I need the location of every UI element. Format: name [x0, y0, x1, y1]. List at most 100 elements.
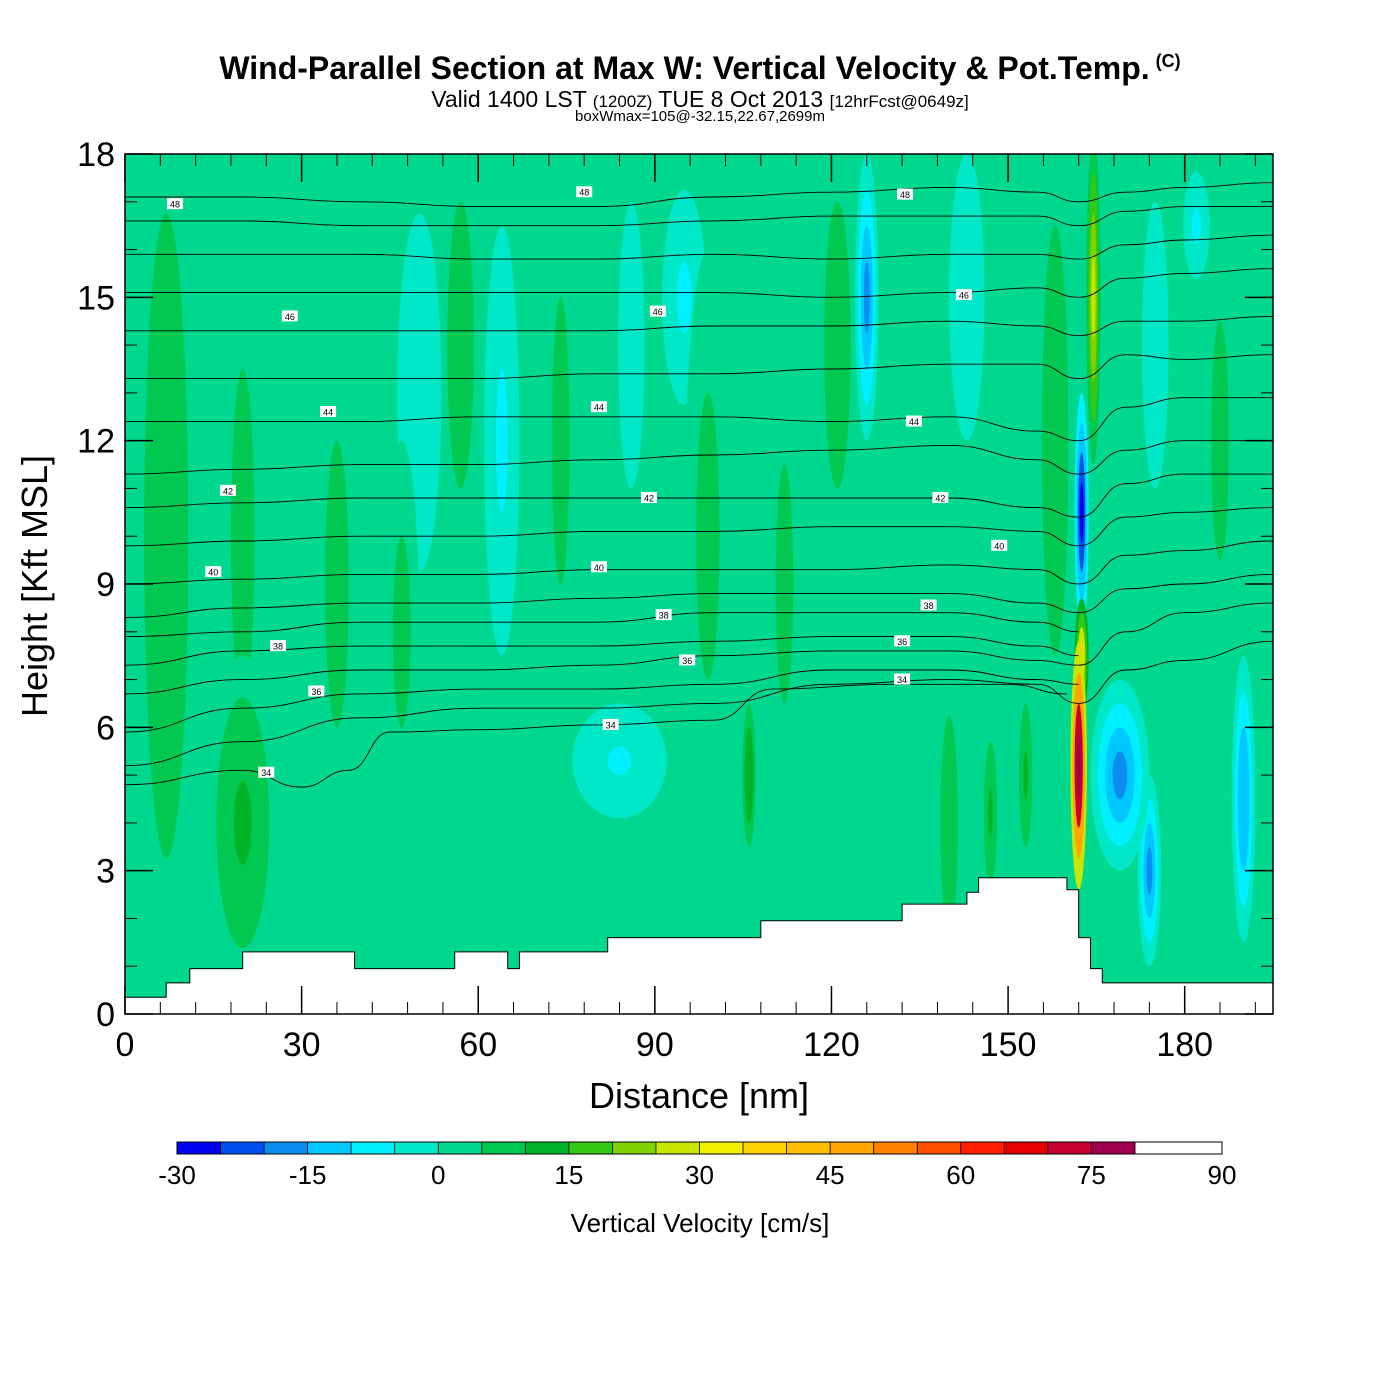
theta-label-text: 48	[900, 190, 910, 200]
colorbar-tick-label: -15	[289, 1160, 327, 1190]
w-feature-16-level-3	[456, 297, 465, 393]
theta-label-18: 36	[308, 685, 325, 697]
theta-label-10: 42	[640, 492, 657, 504]
x-tick-label: 0	[116, 1026, 135, 1064]
theta-contour-40-7	[125, 564, 1079, 585]
theta-label-text: 38	[273, 642, 283, 652]
theta-label-text: 40	[208, 568, 218, 578]
x-tick-label: 90	[636, 1026, 674, 1064]
colorbar-tick-label: 15	[554, 1160, 583, 1190]
theta-label-15: 38	[270, 640, 287, 652]
theta-label-text: 48	[579, 188, 589, 198]
x-tick-label: 30	[283, 1026, 321, 1064]
x-tick-label: 60	[459, 1026, 497, 1064]
terrain-mask	[125, 877, 1273, 1014]
theta-label-19: 36	[679, 654, 696, 666]
theta-label-bg	[905, 415, 922, 427]
theta-label-bg	[590, 561, 607, 573]
theta-label-12: 40	[205, 566, 222, 578]
theta-label-17: 38	[920, 599, 937, 611]
colorbar-swatch	[1091, 1142, 1136, 1154]
colorbar-swatch	[917, 1142, 962, 1154]
w-feature-1-level-3	[626, 297, 636, 393]
theta-contour-east-3	[1078, 540, 1273, 585]
theta-label-text: 36	[311, 687, 321, 697]
theta-label-3: 46	[281, 310, 298, 322]
theta-label-4: 46	[649, 305, 666, 317]
theta-contour-east-11	[1078, 234, 1273, 260]
w-feature-21-level-3	[988, 789, 993, 838]
theta-label-bg	[897, 188, 914, 200]
w-feature-19-level-3	[946, 787, 953, 859]
colorbar-swatch	[525, 1142, 570, 1154]
copyright-mark: (C)	[1155, 51, 1181, 72]
chart-title: Wind-Parallel Section at Max W: Vertical…	[0, 50, 1400, 87]
w-feature-23-level-3	[746, 751, 752, 799]
x-axis: 0 30 60 90 120 150 180	[116, 154, 1256, 1064]
colorbar-tick-label: 60	[946, 1160, 975, 1190]
colorbar: -30 -15 0 15 30 45 60 75 90	[158, 1141, 1237, 1190]
theta-label-22: 34	[602, 718, 619, 730]
theta-contour-36-2	[125, 669, 1079, 733]
w-feature-4-level-3	[331, 512, 343, 656]
theta-label-text: 44	[323, 408, 333, 418]
colorbar-swatch	[1047, 1142, 1092, 1154]
theta-label-21: 34	[258, 766, 275, 778]
colorbar-title: Vertical Velocity [cm/s]	[571, 1208, 830, 1238]
theta-label-text: 40	[994, 541, 1004, 551]
theta-label-text: 40	[594, 563, 604, 573]
w-feature-20-level-3	[233, 781, 252, 865]
w-feature-6-level-3	[556, 369, 566, 513]
x-tick-label: 150	[980, 1026, 1037, 1064]
theta-label-text: 44	[594, 403, 604, 413]
y-tick-label: 0	[96, 996, 115, 1034]
colorbar-swatch	[177, 1142, 222, 1154]
vertical-velocity-field	[136, 154, 1256, 991]
w-feature-18-level-3	[1050, 369, 1060, 513]
colorbar-swatch	[786, 1142, 831, 1154]
theta-label-bg	[991, 539, 1008, 551]
theta-label-bg	[894, 635, 911, 647]
theta-label-bg	[308, 685, 325, 697]
theta-label-23: 34	[894, 673, 911, 685]
colorbar-tick-label: 90	[1208, 1160, 1237, 1190]
chart-subtitle: Valid 1400 LST (1200Z) TUE 8 Oct 2013 [1…	[0, 86, 1400, 113]
theta-label-1: 48	[576, 186, 593, 198]
theta-label-text: 34	[897, 675, 907, 685]
valid-prefix: Valid 1400 LST	[431, 86, 587, 112]
colorbar-swatch	[568, 1142, 613, 1154]
theta-contour-46-13	[125, 320, 1079, 337]
valid-z: (1200Z)	[592, 92, 653, 111]
theta-label-16: 38	[655, 609, 672, 621]
theta-contour-labels: 48 48 48 46 46 46 44 44 44 42 42 42 40 40 40 38 38 38 36 36…	[167, 186, 1008, 778]
theta-label-7: 44	[590, 401, 607, 413]
w-feature-7-level-3	[676, 261, 692, 334]
theta-label-bg	[590, 401, 607, 413]
theta-label-11: 42	[932, 492, 949, 504]
colorbar-swatch	[438, 1142, 483, 1154]
theta-label-bg	[602, 718, 619, 730]
theta-contour-44-12	[125, 363, 1079, 380]
theta-label-6: 44	[320, 406, 337, 418]
theta-contour-44-11	[125, 416, 1079, 442]
theta-label-bg	[270, 640, 287, 652]
theta-label-text: 46	[285, 312, 295, 322]
theta-contour-east-10	[1078, 268, 1273, 298]
x-axis-title: Distance [nm]	[589, 1075, 809, 1116]
w-feature-5-level-3	[495, 369, 508, 513]
y-tick-label: 18	[77, 136, 115, 174]
w-feature-22-level-3	[1023, 751, 1028, 799]
theta-label-13: 40	[590, 561, 607, 573]
theta-contour-38-6	[125, 593, 1079, 618]
theta-label-bg	[220, 484, 237, 496]
theta-label-text: 38	[659, 611, 669, 621]
colorbar-swatch	[1004, 1142, 1049, 1154]
theta-contour-48-17	[125, 186, 1079, 208]
theta-label-8: 44	[905, 415, 922, 427]
x-tick-label: 180	[1156, 1026, 1213, 1064]
colorbar-swatch	[960, 1142, 1005, 1154]
theta-label-0: 48	[167, 198, 184, 210]
theta-contour-48-16	[125, 215, 1079, 227]
